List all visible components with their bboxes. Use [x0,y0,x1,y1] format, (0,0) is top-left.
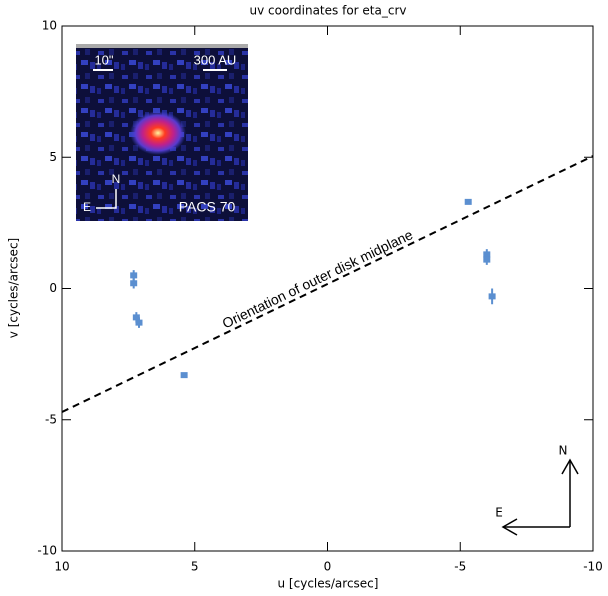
inset-scale-physical: 300 AU [194,52,237,67]
data-point [135,319,143,326]
midplane-line [61,155,594,413]
data-point [483,256,491,263]
x-tick-label: 5 [191,560,199,574]
x-tick-label: 10 [54,560,69,574]
compass: N E [495,444,579,536]
data-point [464,198,472,205]
y-tick-label: -10 [37,544,57,558]
inset-compass [96,189,117,209]
inset-image: 10" 300 AU N E PACS 70 [76,44,248,221]
inset-east: E [83,200,91,214]
chart-title: uv coordinates for eta_crv [250,4,407,18]
x-tick-label: -5 [454,560,466,574]
x-tick-label: -10 [583,560,603,574]
compass-east: E [495,506,503,520]
inset-border [76,44,248,48]
data-point [130,272,138,279]
inset-label: PACS 70 [179,199,236,215]
data-point [180,372,188,379]
y-axis-label: v [cycles/arcsec] [7,238,21,338]
data-point [130,280,138,287]
annotation: Orientation of outer disk midplane [220,226,416,331]
arrowhead [501,518,518,536]
x-tick-label: 0 [324,560,332,574]
y-tick-label: -5 [45,412,57,426]
y-tick-label: 10 [42,19,57,33]
inset-source [130,111,186,155]
y-tick-label: 0 [49,281,57,295]
inset-scale-angular: 10" [94,52,113,67]
x-axis-label: u [cycles/arcsec] [278,577,379,591]
inset-north: N [112,172,121,186]
data-point [132,314,140,321]
arrowhead [561,458,579,475]
data-point [488,293,496,300]
y-tick-label: 5 [49,150,57,164]
compass-north: N [559,444,568,458]
